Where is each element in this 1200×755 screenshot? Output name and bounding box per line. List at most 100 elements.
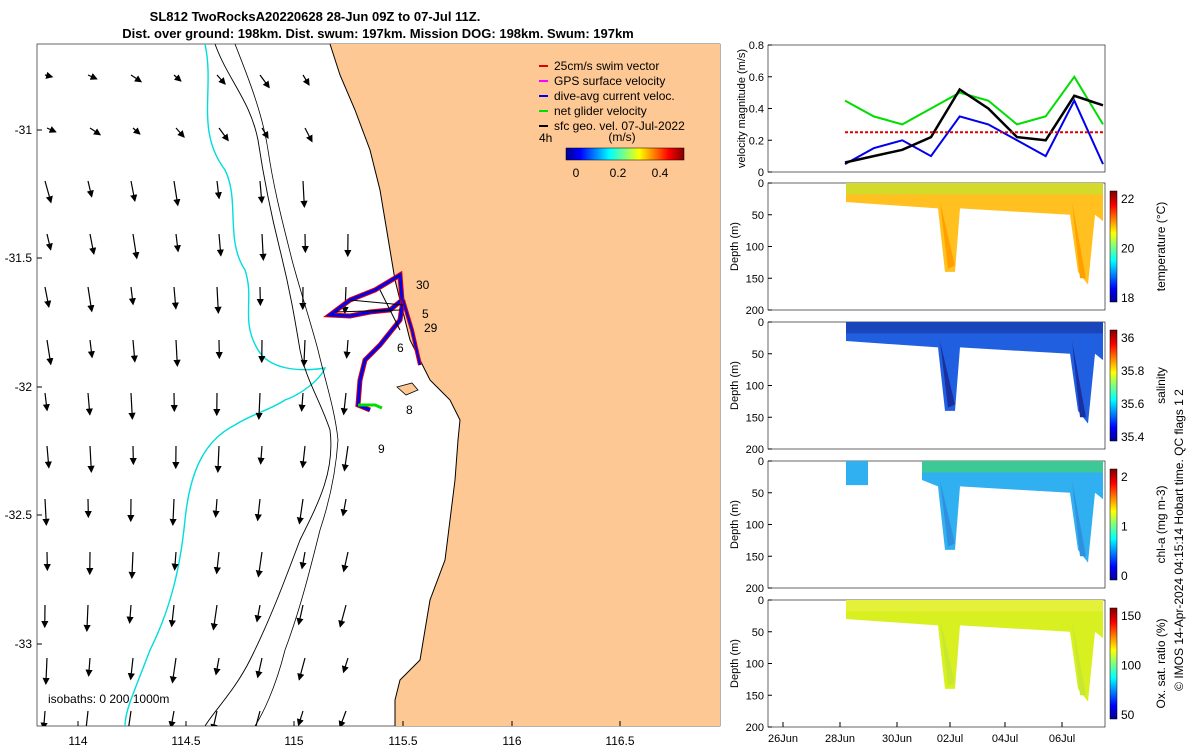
lon-tick-label: 114.5 bbox=[171, 734, 200, 748]
date-tick-label: 26Jun bbox=[768, 733, 798, 745]
day-label: 30 bbox=[416, 278, 430, 292]
velocity-tick-label: 0.2 bbox=[749, 135, 764, 147]
lat-tick-label: -31 bbox=[15, 123, 33, 137]
isobaths-label: isobaths: 0 200 1000m bbox=[48, 692, 169, 706]
colorbar-tick-label: 35.6 bbox=[1121, 397, 1145, 411]
velocity-tick-label: 0.6 bbox=[749, 72, 764, 84]
legend-entry: dive-avg current veloc. bbox=[554, 89, 675, 103]
lat-tick-label: -31.5 bbox=[5, 251, 33, 265]
velocity-tick-label: 0.4 bbox=[749, 104, 764, 116]
date-tick-label: 30Jun bbox=[882, 733, 912, 745]
depth-ylabel: Depth (m) bbox=[729, 500, 741, 549]
depth-tick-label: 200 bbox=[746, 305, 764, 317]
date-tick-label: 06Jul bbox=[1049, 733, 1075, 745]
title-line2: Dist. over ground: 198km. Dist. swum: 19… bbox=[122, 26, 634, 41]
colorbar-tick-label: 36 bbox=[1121, 331, 1135, 345]
date-tick-label: 28Jun bbox=[825, 733, 855, 745]
depth-tick-label: 50 bbox=[752, 349, 764, 361]
velocity-axes bbox=[768, 45, 1105, 172]
velocity-ylabel: velocity magnitude (m/s) bbox=[736, 49, 748, 168]
lon-tick-label: 116.5 bbox=[605, 734, 634, 748]
colorbar-tick-label: 50 bbox=[1121, 708, 1135, 722]
depth-ylabel: Depth (m) bbox=[729, 222, 741, 271]
day-label: 6 bbox=[397, 341, 404, 355]
depth-tick-label: 200 bbox=[746, 444, 764, 456]
depth-tick-label: 0 bbox=[758, 595, 764, 607]
depth-tick-label: 0 bbox=[758, 178, 764, 190]
depth-tick-label: 50 bbox=[752, 488, 764, 500]
colorbar-title: Ox. sat. ratio (%) bbox=[1154, 618, 1168, 708]
depth-tick-label: 100 bbox=[746, 520, 764, 532]
colorbar-title: chl-a (mg m-3) bbox=[1154, 485, 1168, 563]
colorbar-tick-label: 20 bbox=[1121, 242, 1135, 256]
colorbar-label: (m/s) bbox=[608, 130, 635, 144]
panel-colorbar bbox=[1110, 191, 1117, 302]
lat-tick-label: -32.5 bbox=[5, 508, 33, 522]
date-tick-label: 04Jul bbox=[992, 733, 1018, 745]
colorbar-tick-label: 18 bbox=[1121, 291, 1135, 305]
depth-tick-label: 200 bbox=[746, 722, 764, 734]
panel-colorbar bbox=[1110, 469, 1117, 580]
colorbar-tick: 0 bbox=[573, 166, 580, 180]
depth-tick-label: 150 bbox=[746, 273, 764, 285]
day-label: 8 bbox=[406, 403, 413, 417]
colorbar-tick-label: 150 bbox=[1121, 609, 1141, 623]
depth-tick-label: 0 bbox=[758, 456, 764, 468]
lon-tick-label: 115.5 bbox=[388, 734, 417, 748]
lon-tick-label: 116 bbox=[502, 734, 521, 748]
colorbar-title: temperature (°C) bbox=[1154, 202, 1168, 292]
depth-tick-label: 50 bbox=[752, 627, 764, 639]
lon-tick-label: 114 bbox=[68, 734, 87, 748]
lat-tick-label: -33 bbox=[15, 637, 33, 651]
day-label: 29 bbox=[424, 321, 438, 335]
colorbar-prefix: 4h bbox=[539, 131, 552, 145]
day-label: 5 bbox=[422, 307, 429, 321]
panel-colorbar bbox=[1110, 330, 1117, 441]
velocity-tick-label: 0.8 bbox=[749, 40, 764, 52]
imos-credit: © IMOS 14-Apr-2024 04:15:14 Hobart time.… bbox=[1172, 389, 1186, 691]
colorbar-tick-label: 35.8 bbox=[1121, 364, 1145, 378]
colorbar-tick: 0.4 bbox=[652, 166, 669, 180]
depth-tick-label: 150 bbox=[746, 551, 764, 563]
panel-colorbar bbox=[1110, 608, 1117, 719]
colorbar-tick-label: 2 bbox=[1121, 470, 1128, 484]
day-label: 9 bbox=[378, 442, 385, 456]
heatmap-surface-layer bbox=[922, 461, 1103, 472]
colorbar-tick: 0.2 bbox=[610, 166, 627, 180]
depth-tick-label: 150 bbox=[746, 412, 764, 424]
depth-tick-label: 50 bbox=[752, 210, 764, 222]
depth-tick-label: 100 bbox=[746, 659, 764, 671]
heatmap-surface-layer bbox=[846, 322, 1103, 333]
speed-colorbar bbox=[566, 148, 684, 160]
colorbar-tick-label: 100 bbox=[1121, 659, 1141, 673]
depth-tick-label: 150 bbox=[746, 690, 764, 702]
heatmap-panel-3: 0 50 100 150 200 Depth (m) 0 1 2 chl-a (mg m-3) bbox=[729, 456, 1168, 595]
depth-tick-label: 100 bbox=[746, 242, 764, 254]
heatmap-surface-layer bbox=[846, 600, 1103, 611]
legend-entry: net glider velocity bbox=[554, 104, 647, 118]
depth-tick-label: 200 bbox=[746, 583, 764, 595]
colorbar-tick-label: 0 bbox=[1121, 569, 1128, 583]
legend-entry: GPS surface velocity bbox=[554, 74, 665, 88]
depth-tick-label: 100 bbox=[746, 381, 764, 393]
heatmap-field bbox=[846, 461, 868, 485]
date-tick-label: 02Jul bbox=[937, 733, 963, 745]
lon-tick-label: 115 bbox=[284, 734, 303, 748]
legend-entry: 25cm/s swim vector bbox=[554, 59, 659, 73]
map-lat-ticks: -31 -31.5 -32 -32.5 -33 bbox=[5, 123, 42, 651]
colorbar-tick-label: 1 bbox=[1121, 520, 1128, 534]
lat-tick-label: -32 bbox=[15, 380, 33, 394]
heatmap-surface-layer bbox=[846, 183, 1103, 194]
colorbar-tick-label: 22 bbox=[1121, 192, 1135, 206]
depth-tick-label: 0 bbox=[758, 317, 764, 329]
colorbar-title: salinity bbox=[1154, 367, 1168, 404]
heatmap-panel-1: 0 50 100 150 200 Depth (m) 18 20 22 temperature (… bbox=[729, 178, 1168, 317]
colorbar-tick-label: 35.4 bbox=[1121, 430, 1145, 444]
title-line1: SL812 TwoRocksA20220628 28-Jun 09Z to 07… bbox=[150, 9, 481, 24]
